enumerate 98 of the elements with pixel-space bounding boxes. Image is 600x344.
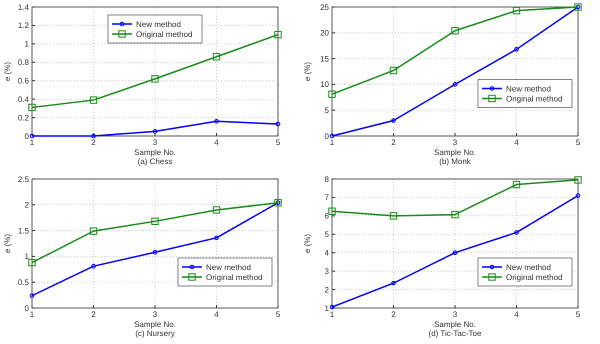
y-tick-label: 5	[324, 106, 330, 115]
point	[514, 47, 519, 52]
text: (a) Chess	[138, 157, 172, 166]
y-axis-title: e (%)	[3, 62, 12, 82]
point	[576, 193, 580, 198]
y-tick-label: 25	[320, 2, 330, 12]
y-tick-label: 0	[24, 132, 30, 141]
x-tick-label: 2	[91, 310, 96, 319]
y-tick-label: 2	[324, 285, 330, 294]
x-tick-label: 4	[214, 310, 220, 319]
y-tick-label: 10	[320, 80, 330, 90]
x-tick-label: 2	[91, 138, 96, 147]
point	[390, 66, 398, 74]
point	[90, 96, 98, 104]
point	[152, 250, 158, 255]
point	[28, 258, 36, 266]
y-tick-label: 0.8	[18, 58, 30, 68]
x-tick-label: 5	[276, 138, 281, 147]
x-tick-label: 5	[576, 138, 581, 147]
y-tick-label: 2	[24, 200, 30, 210]
x-tick-label: 4	[214, 138, 220, 147]
text: (b) Monk	[439, 157, 472, 166]
y-tick-label: 4	[324, 248, 330, 258]
point	[274, 30, 282, 38]
point	[214, 236, 219, 240]
legend-label: New method	[206, 262, 251, 272]
x-axis-title: Sample No.	[134, 148, 176, 157]
point	[151, 75, 159, 83]
y-tick-label: 1	[324, 304, 330, 313]
x-tick-label: 5	[276, 310, 281, 319]
x-tick-label: 3	[152, 138, 158, 147]
point	[451, 210, 459, 218]
x-tick-label: 4	[514, 138, 520, 147]
point	[152, 129, 158, 134]
y-tick-label: 5	[324, 230, 330, 240]
point	[91, 264, 96, 269]
y-tick-label: 1	[24, 252, 30, 262]
point	[30, 293, 34, 298]
y-tick-label: 0	[324, 132, 330, 141]
legend-label: Original method	[136, 30, 192, 39]
point	[390, 212, 398, 220]
y-tick-label: 8	[324, 174, 330, 184]
line-series	[30, 200, 280, 298]
x-axis-title: Sample No.	[134, 320, 176, 329]
x-tick-label: 4	[514, 310, 520, 319]
y-tick-label: 15	[320, 54, 330, 64]
y-tick-label: 0.4	[18, 94, 30, 104]
legend-label: Original method	[506, 272, 562, 282]
x-tick-label: 3	[452, 138, 458, 147]
point	[212, 206, 220, 214]
text: (d) Tic-Tac-Toe	[428, 329, 482, 338]
point	[151, 218, 159, 226]
point	[391, 280, 396, 286]
point	[452, 82, 458, 87]
x-tick-label: 2	[391, 138, 396, 147]
y-tick-label: 1	[24, 40, 30, 49]
y-tick-label: 1.4	[18, 2, 30, 12]
point	[328, 90, 336, 98]
y-tick-label: 0.6	[18, 76, 30, 86]
y-axis-title: e (%)	[303, 62, 312, 82]
point	[514, 230, 519, 235]
point	[28, 104, 36, 112]
point	[452, 250, 458, 256]
x-axis-title: Sample No.	[434, 148, 476, 157]
x-tick-label: 2	[391, 310, 396, 319]
y-tick-label: 1.2	[18, 21, 30, 30]
point	[90, 227, 98, 235]
y-tick-label: 1.5	[18, 226, 30, 236]
x-tick-label: 3	[452, 310, 458, 319]
text: (c) Nursery	[135, 329, 175, 338]
y-axis-title: e (%)	[303, 234, 312, 254]
y-tick-label: 20	[320, 28, 330, 38]
point	[328, 208, 336, 215]
y-tick-label: 7	[324, 193, 330, 202]
legend-label: Original method	[506, 94, 562, 104]
y-tick-label: 0	[24, 304, 30, 313]
y-tick-label: 3	[324, 266, 330, 276]
y-tick-label: 2.5	[18, 174, 30, 184]
legend-label: Original method	[206, 272, 262, 282]
point	[214, 118, 219, 124]
legend-label: New method	[506, 84, 551, 94]
y-tick-label: 0.5	[18, 278, 30, 287]
y-tick-label: 0.2	[18, 113, 30, 122]
y-axis-title: e (%)	[3, 234, 12, 254]
point	[574, 176, 582, 184]
point	[212, 53, 220, 60]
point	[391, 118, 396, 123]
point	[451, 27, 459, 34]
x-axis-title: Sample No.	[434, 320, 476, 329]
point	[512, 180, 520, 188]
line-series	[330, 4, 580, 138]
y-tick-label: 6	[324, 212, 330, 221]
legend-label: New method	[136, 20, 181, 29]
legend-label: New method	[506, 262, 551, 272]
point	[276, 122, 280, 126]
x-tick-label: 5	[576, 310, 581, 319]
point	[512, 6, 520, 14]
x-tick-label: 3	[152, 310, 158, 319]
